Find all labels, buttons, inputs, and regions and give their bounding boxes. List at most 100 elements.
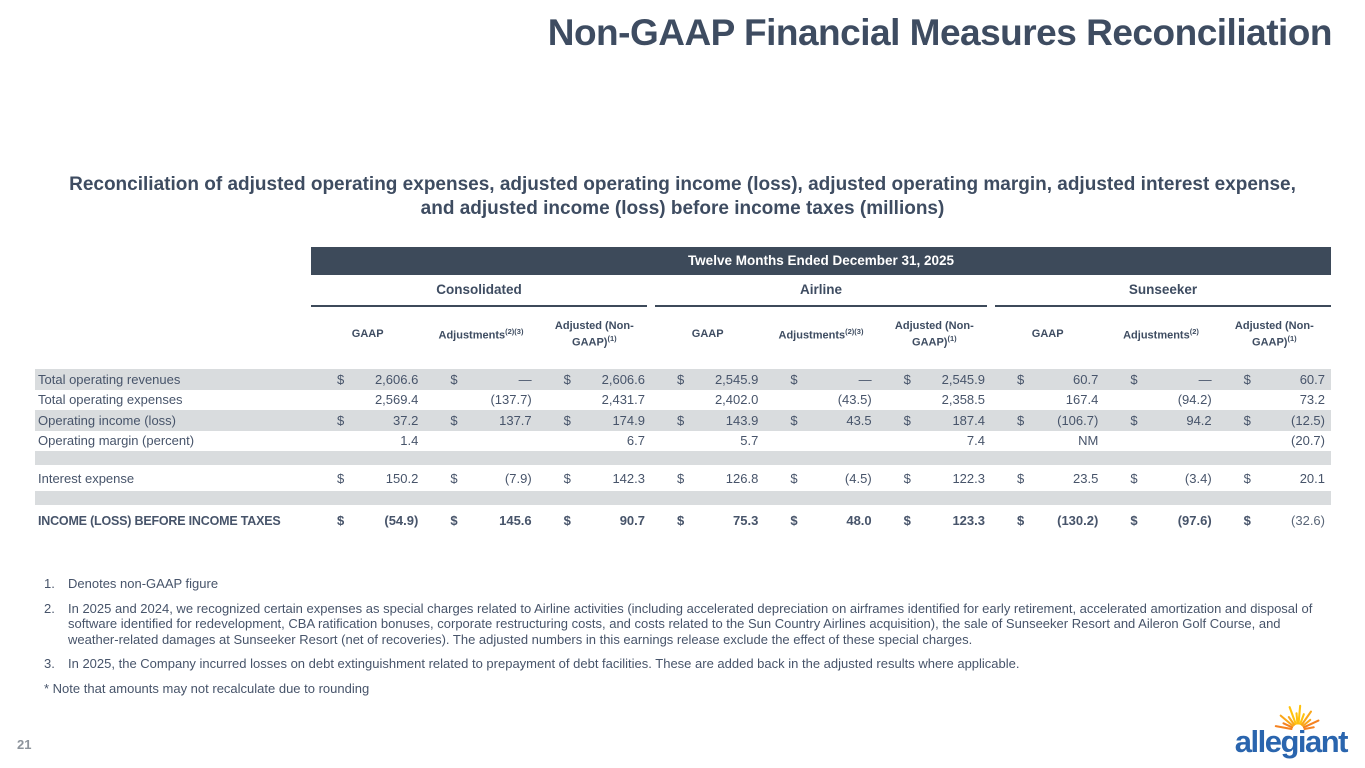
page-number: 21 <box>17 737 32 752</box>
table-cell: 7.4 <box>966 433 985 449</box>
table-row: Operating margin (percent) 1.4 6.7 5.7 7.4 NM… <box>35 430 1331 451</box>
group-header-sunseeker: Sunseeker <box>995 275 1331 307</box>
table-cell: $ (4.5) <box>790 470 872 486</box>
rounding-note: * Note that amounts may not recalculate … <box>44 680 370 696</box>
table-cell: (137.7) <box>490 392 532 408</box>
table-cell: $ (106.7) <box>1017 412 1099 428</box>
footnote-item: 1. Denotes non-GAAP figure <box>44 576 1331 592</box>
table-cell: $150.2 <box>337 470 419 486</box>
table-cell: 2,431.7 <box>601 392 645 408</box>
table-cell: $ (130.2) <box>1017 513 1099 528</box>
table-cell: $2,545.9 <box>677 371 759 387</box>
column-header: GAAP <box>351 328 384 341</box>
table-cell: $23.5 <box>1017 470 1099 486</box>
column-header-row: GAAP Adjustments(2)(3) Adjusted (Non-GAAP)… <box>35 307 1331 363</box>
table-cell: $137.7 <box>450 412 532 428</box>
table-cell: $ (54.9) <box>337 513 419 528</box>
column-header: GAAP <box>691 328 724 341</box>
table-cell: (43.5) <box>837 392 872 408</box>
table-cell: 73.2 <box>1299 392 1325 408</box>
table-cell: $174.9 <box>563 412 645 428</box>
footnote-number: 3. <box>44 656 55 672</box>
table-cell: NM <box>1078 433 1099 449</box>
table-cell: $2,606.6 <box>563 371 645 387</box>
table-cell: $20.1 <box>1243 470 1325 486</box>
table-cell: 2,402.0 <box>714 392 759 408</box>
table-cell: $ — <box>450 371 532 387</box>
table-cell: $60.7 <box>1017 371 1099 387</box>
table-cell: $43.5 <box>790 412 872 428</box>
row-label: Total operating expenses <box>38 392 183 408</box>
footnote-item: 2. In 2025 and 2024, we recognized certai… <box>44 601 1331 648</box>
table-cell: (94.2) <box>1177 392 1212 408</box>
table-cell: $2,545.9 <box>903 371 985 387</box>
table-cell: $122.3 <box>903 470 985 486</box>
table-cell: $145.6 <box>450 513 532 528</box>
table-cell: (20.7) <box>1291 433 1325 449</box>
table-row: Interest expense $150.2 $ (7.9) $142.3 $126.8… <box>35 465 1331 491</box>
subtitle: Reconciliation of adjusted operating exp… <box>69 174 1296 219</box>
column-header: Adjusted (Non-GAAP)(1) <box>1234 319 1314 349</box>
footnote-number: 2. <box>44 600 55 616</box>
table-cell: $142.3 <box>563 470 645 486</box>
reconciliation-table: Twelve Months Ended December 31, 2025 Co… <box>35 247 1331 536</box>
table-cell: $ (97.6) <box>1130 513 1212 528</box>
period-header-row: Twelve Months Ended December 31, 2025 <box>35 247 1331 275</box>
allegiant-logo: allegiant <box>1207 704 1349 760</box>
footnote-text: In 2025, the Company incurred losses on … <box>68 656 1020 672</box>
footnote-list: 1. Denotes non-GAAP figure 2. In 2025 and 2… <box>44 576 1331 672</box>
table-cell: $75.3 <box>677 513 759 528</box>
column-header: Adjusted (Non-GAAP)(1) <box>554 319 634 349</box>
logo-wordmark: allegiant <box>1234 724 1349 759</box>
table-cell: $94.2 <box>1130 412 1212 428</box>
row-label: Interest expense <box>38 470 135 486</box>
table-cell: 2,358.5 <box>941 392 985 408</box>
table-cell: $ (7.9) <box>450 470 532 486</box>
table-cell: $126.8 <box>677 470 759 486</box>
column-header: Adjustments(2) <box>1123 326 1199 342</box>
table-cell: $143.9 <box>677 412 759 428</box>
footnote-item: 3. In 2025, the Company incurred losses o… <box>44 656 1331 672</box>
row-label: Operating margin (percent) <box>38 433 195 449</box>
table-cell: $187.4 <box>903 412 985 428</box>
column-header: Adjustments(2)(3) <box>438 326 524 342</box>
row-label: Total operating revenues <box>38 371 181 387</box>
table-cell: 2,569.4 <box>374 392 419 408</box>
spacer-row <box>35 451 1331 465</box>
table-cell: $2,606.6 <box>337 371 419 387</box>
group-header-consolidated: Consolidated <box>311 275 647 307</box>
sunburst-icon <box>1274 704 1320 731</box>
table-cell: $ (12.5) <box>1243 412 1325 428</box>
table-row: Total operating expenses 2,569.4 (137.7) 2,… <box>35 389 1331 410</box>
spacer-row <box>35 491 1331 505</box>
group-header-airline: Airline <box>655 275 987 307</box>
row-label: Operating income (loss) <box>38 412 176 428</box>
table-cell: $ (3.4) <box>1130 470 1212 486</box>
page-title: Non-GAAP Financial Measures Reconciliati… <box>547 12 1333 53</box>
footnotes: 1. Denotes non-GAAP figure 2. In 2025 and 2… <box>44 576 1331 696</box>
period-header: Twelve Months Ended December 31, 2025 <box>311 247 1331 275</box>
column-header: Adjustments(2)(3) <box>778 326 864 342</box>
table-row: Operating income (loss) $37.2 $137.7 $174.9… <box>35 410 1331 431</box>
table-cell: $90.7 <box>563 513 645 528</box>
table-cell: $60.7 <box>1243 371 1325 387</box>
table-cell: $37.2 <box>337 412 419 428</box>
table-cell: 167.4 <box>1065 392 1099 408</box>
table-body: Total operating revenues $2,606.6 $ — $2,606… <box>35 369 1331 536</box>
table-row: Total operating revenues $2,606.6 $ — $2,606… <box>35 369 1331 390</box>
table-cell: 5.7 <box>740 433 759 449</box>
table-row: INCOME (LOSS) BEFORE INCOME TAXES $ (54.9)… <box>35 505 1331 536</box>
column-header: GAAP <box>1031 328 1064 341</box>
row-label: INCOME (LOSS) BEFORE INCOME TAXES <box>38 513 281 528</box>
table-cell: $48.0 <box>790 513 872 528</box>
table-cell: $123.3 <box>903 513 985 528</box>
table-cell: $ — <box>1130 371 1212 387</box>
table-cell: $ — <box>790 371 872 387</box>
table-cell: 1.4 <box>400 433 419 449</box>
group-header-row: Consolidated Airline Sunseeker <box>35 275 1331 307</box>
table-cell: $ (32.6) <box>1243 513 1325 528</box>
column-header: Adjusted (Non-GAAP)(1) <box>894 319 974 349</box>
footnote-text: Denotes non-GAAP figure <box>68 576 219 591</box>
table-cell: 6.7 <box>626 433 645 449</box>
